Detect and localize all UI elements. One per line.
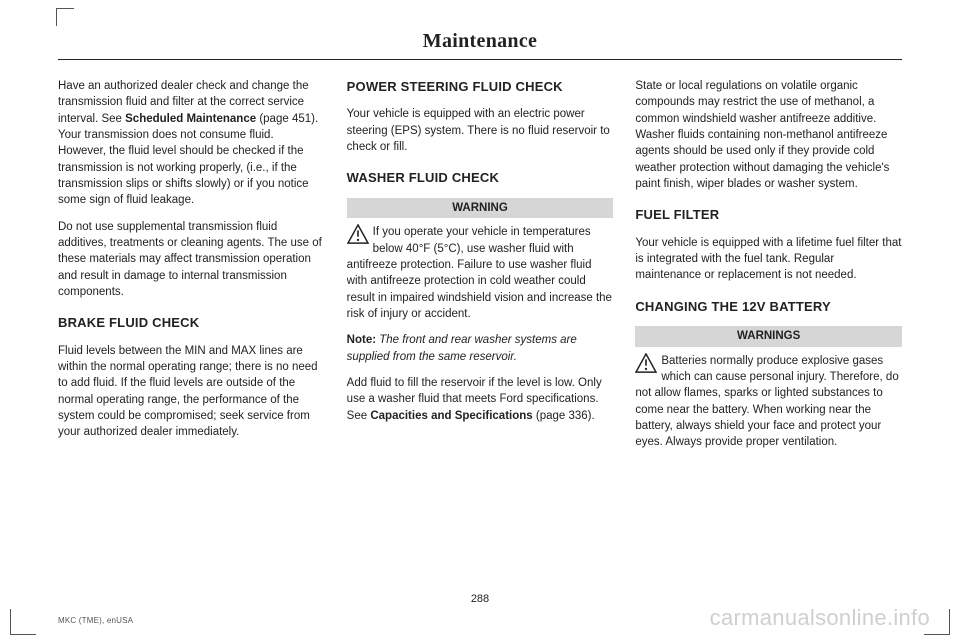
fuel-filter-paragraph: Your vehicle is equipped with a lifetime… [635,235,902,284]
warnings-text: Batteries normally produce explosive gas… [635,353,902,451]
warning-bar: WARNING [347,198,614,218]
warnings-bar: WARNINGS [635,326,902,346]
note-label: Note: [347,334,376,346]
warning-text: If you operate your vehicle in temperatu… [347,224,614,322]
header-rule [58,59,902,60]
text: (page 451). Your transmission does not c… [58,113,318,207]
page: Maintenance Have an authorized dealer ch… [0,0,960,643]
page-number: 288 [0,593,960,605]
link-scheduled-maintenance: Scheduled Maintenance [125,113,256,125]
footer-model-code: MKC (TME), enUSA [58,616,133,625]
text: (page 336). [533,410,595,422]
power-steering-paragraph: Your vehicle is equipped with an electri… [347,106,614,155]
column-1: Have an authorized dealer check and chan… [58,78,325,460]
warning-icon [347,224,369,244]
state-regulations-paragraph: State or local regulations on volatile o… [635,78,902,192]
additives-paragraph: Do not use supplemental transmission flu… [58,219,325,301]
link-capacities: Capacities and Specifications [370,410,532,422]
watermark: carmanualsonline.info [710,605,930,631]
heading-brake-fluid: BRAKE FLUID CHECK [58,314,325,332]
column-3: State or local regulations on volatile o… [635,78,902,460]
column-2: POWER STEERING FLUID CHECK Your vehicle … [347,78,614,460]
warning-block: If you operate your vehicle in temperatu… [347,224,614,322]
heading-washer-fluid: WASHER FLUID CHECK [347,169,614,187]
add-fluid-paragraph: Add fluid to fill the reservoir if the l… [347,375,614,424]
heading-power-steering: POWER STEERING FLUID CHECK [347,78,614,96]
note-text: The front and rear washer systems are su… [347,334,577,362]
page-title: Maintenance [58,30,902,59]
heading-12v-battery: CHANGING THE 12V BATTERY [635,298,902,316]
warnings-block: Batteries normally produce explosive gas… [635,353,902,451]
transmission-paragraph: Have an authorized dealer check and chan… [58,78,325,209]
note-paragraph: Note: The front and rear washer systems … [347,332,614,365]
crop-mark-bl [10,609,36,635]
heading-fuel-filter: FUEL FILTER [635,206,902,224]
content-columns: Have an authorized dealer check and chan… [58,78,902,460]
brake-fluid-paragraph: Fluid levels between the MIN and MAX lin… [58,343,325,441]
warning-icon [635,353,657,373]
crop-mark-tl [56,8,74,26]
